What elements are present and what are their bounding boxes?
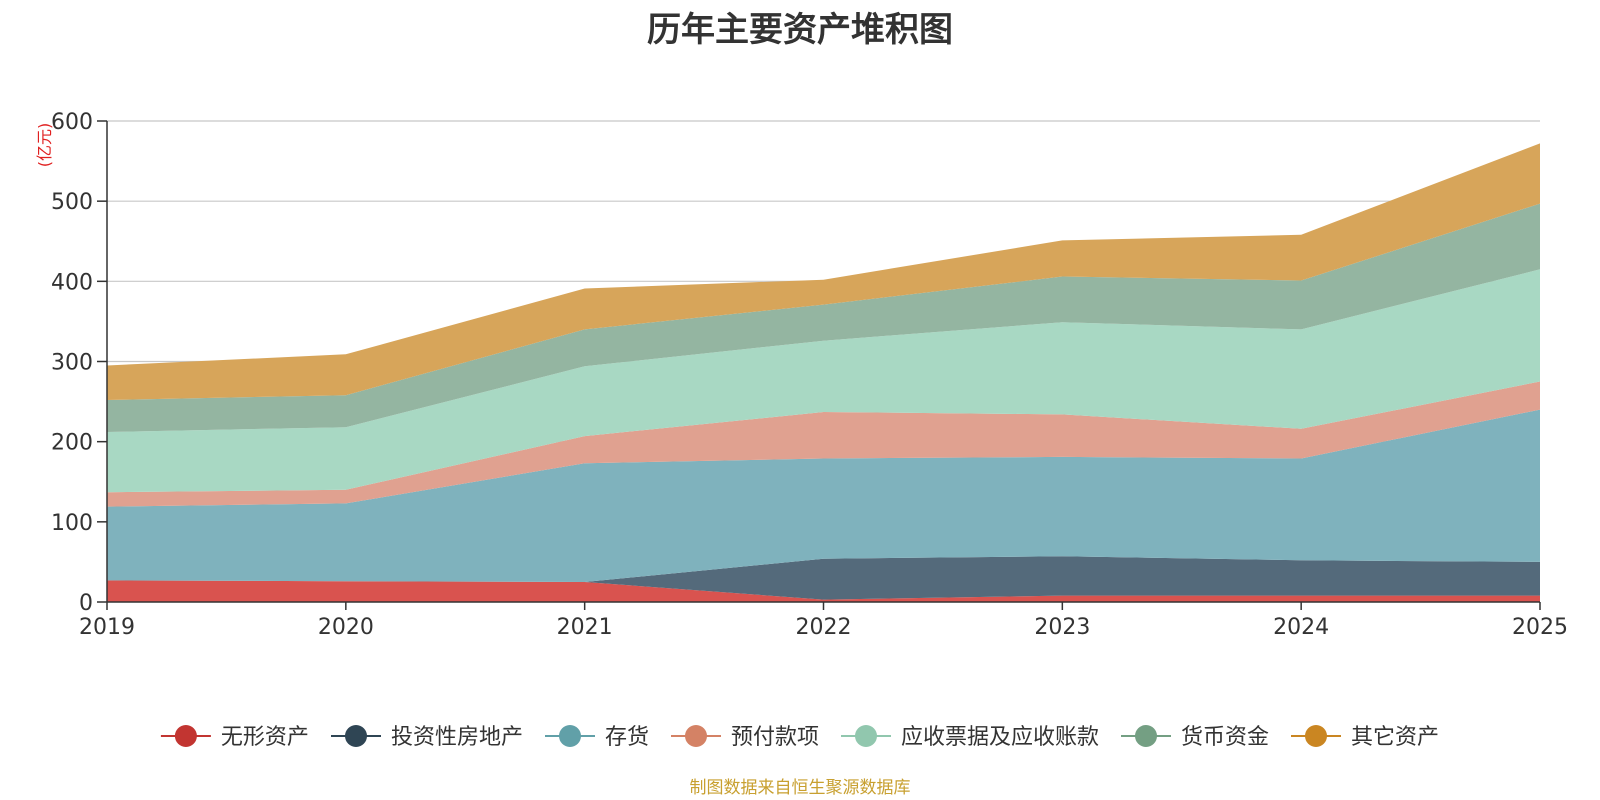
y-tick-label-400: 400 [51,270,93,295]
legend-marker-6 [1305,725,1327,747]
x-tick-label-2025: 2025 [1512,615,1568,640]
y-tick-label-100: 100 [51,511,93,536]
legend-item-0[interactable]: 无形资产 [160,725,309,750]
area-series [107,143,1540,602]
y-tick-label-0: 0 [79,591,93,616]
legend-marker-0 [174,725,197,747]
legend-item-1[interactable]: 投资性房地产 [331,725,523,750]
area-series-4[interactable] [107,269,1540,493]
legend-item-4[interactable]: 应收票据及应收账款 [841,725,1099,750]
x-tick-label-2024: 2024 [1273,615,1329,640]
y-tick-label-200: 200 [51,431,93,456]
x-tick-label-2020: 2020 [318,615,374,640]
area-series-2[interactable] [107,409,1540,582]
x-tick-label-2023: 2023 [1034,615,1090,640]
x-tick-label-2022: 2022 [796,615,852,640]
legend-label-0: 无形资产 [221,725,309,750]
legend-item-5[interactable]: 货币资金 [1121,725,1269,750]
legend-item-6[interactable]: 其它资产 [1291,725,1439,750]
legend-label-6: 其它资产 [1351,725,1439,750]
legend-marker-4 [855,725,877,747]
legend-marker-3 [685,725,707,747]
legend-marker-2 [559,725,581,747]
area-series-6[interactable] [107,143,1540,400]
legend-marker-5 [1135,725,1157,747]
y-unit-label: (亿元) [35,123,54,168]
source-note: 制图数据来自恒生聚源数据库 [689,778,911,798]
legend-marker-1 [345,725,367,747]
legend-label-1: 投资性房地产 [391,725,523,750]
x-tick-label-2021: 2021 [557,615,613,640]
legend-label-2: 存货 [605,725,649,750]
legend-label-5: 货币资金 [1181,725,1269,750]
y-tick-label-600: 600 [51,110,93,135]
y-tick-label-500: 500 [51,190,93,215]
legend-label-3: 预付款项 [731,725,819,750]
area-series-3[interactable] [107,381,1540,507]
x-tick-label-2019: 2019 [79,615,135,640]
area-series-1[interactable] [107,556,1540,600]
axes: 0 100 200 300 400 500 600 2019 2020 2021 2022 2023 2… [51,110,1568,640]
area-series-5[interactable] [107,203,1540,432]
area-series-0[interactable] [107,580,1540,602]
legend: 无形资产 投资性房地产 存货 预付款项 应收票据及应收账款 货币资金 其它资产 [160,725,1439,750]
chart-title: 历年主要资产堆积图 [647,10,953,50]
legend-item-3[interactable]: 预付款项 [671,725,819,750]
legend-item-2[interactable]: 存货 [545,725,649,750]
y-tick-label-300: 300 [51,351,93,376]
legend-label-4: 应收票据及应收账款 [901,725,1099,750]
